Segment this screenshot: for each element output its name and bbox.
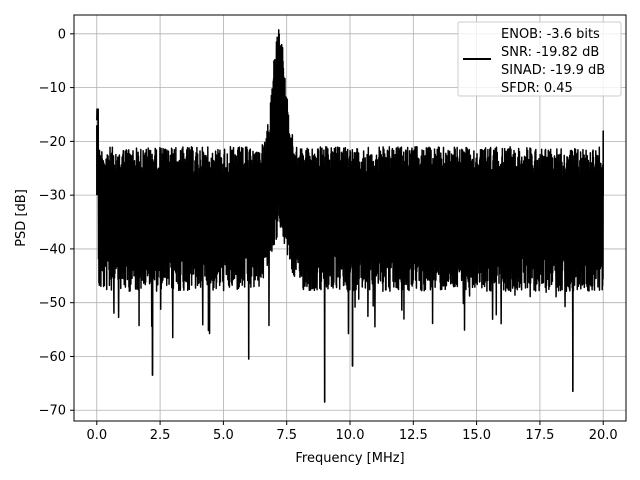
- y-tick-label: −40: [39, 242, 66, 257]
- legend-entry-enob: ENOB: -3.6 bits: [501, 27, 600, 42]
- x-tick-label: 12.5: [399, 428, 428, 443]
- x-tick-label: 0.0: [86, 428, 107, 443]
- y-tick-label: −20: [39, 135, 66, 150]
- x-tick-label: 7.5: [276, 428, 297, 443]
- x-tick-label: 20.0: [589, 428, 618, 443]
- legend-entry-snr: SNR: -19.82 dB: [501, 45, 599, 60]
- x-tick-label: 2.5: [150, 428, 171, 443]
- legend-entry-sinad: SINAD: -19.9 dB: [501, 63, 605, 78]
- legend: ENOB: -3.6 bits SNR: -19.82 dB SINAD: -1…: [457, 21, 622, 97]
- x-tick-label: 15.0: [462, 428, 491, 443]
- y-axis-label: PSD [dB]: [14, 189, 29, 247]
- legend-box: [457, 21, 622, 97]
- y-tick-label: 0: [58, 27, 66, 42]
- x-tick-label: 17.5: [525, 428, 554, 443]
- x-axis-label: Frequency [MHz]: [295, 451, 404, 466]
- psd-series-line: [96, 29, 604, 403]
- y-tick-label: −10: [39, 81, 66, 96]
- y-tick-label: −70: [39, 404, 66, 419]
- y-tick-label: −50: [39, 296, 66, 311]
- x-tick-label: 5.0: [213, 428, 234, 443]
- y-tick-label: −30: [39, 189, 66, 204]
- x-tick-label: 10.0: [336, 428, 365, 443]
- y-tick-label: −60: [39, 350, 66, 365]
- ticks: 0.0 2.5 5.0 7.5 10.0 12.5 15.0 17.5 20.0 0 −10 −20 −…: [39, 27, 618, 443]
- legend-entry-sfdr: SFDR: 0.45: [501, 81, 573, 96]
- plot-area: [96, 29, 604, 403]
